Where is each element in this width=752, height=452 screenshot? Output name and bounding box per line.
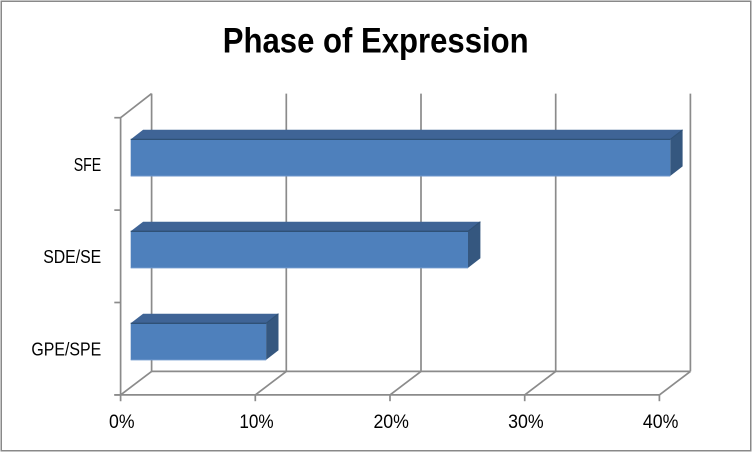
svg-text:20%: 20% <box>373 411 409 433</box>
svg-text:40%: 40% <box>643 411 679 433</box>
svg-text:Phase of Expression: Phase of Expression <box>223 21 529 60</box>
svg-text:30%: 30% <box>508 411 544 433</box>
svg-text:10%: 10% <box>239 411 273 433</box>
svg-text:GPE/SPE: GPE/SPE <box>31 339 101 360</box>
svg-text:0%: 0% <box>109 411 135 433</box>
svg-text:SFE: SFE <box>74 154 102 175</box>
svg-text:SDE/SE: SDE/SE <box>43 246 101 267</box>
